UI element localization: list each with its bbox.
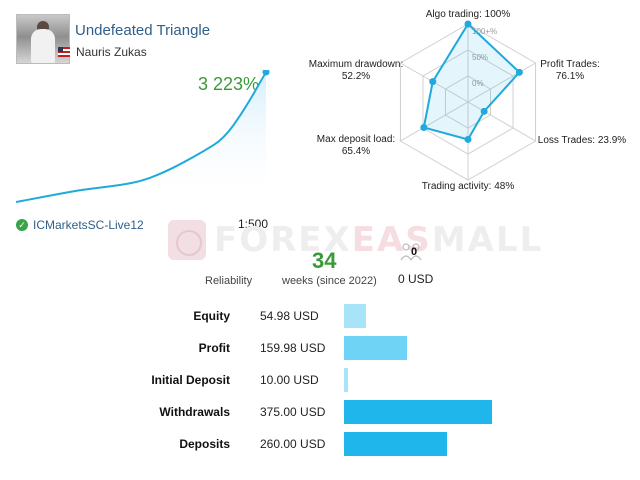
leverage-value: 1:500 [238, 217, 269, 231]
stat-label: Profit [198, 341, 230, 355]
radar-tick-label: 50% [472, 53, 488, 62]
radar-tick-label: 0% [472, 79, 484, 88]
stat-label: Deposits [179, 437, 230, 451]
stat-row-deposits: Deposits 260.00 USD [0, 432, 640, 456]
stat-bar [344, 400, 492, 424]
radar-axis-label: Trading activity: 48% [422, 181, 515, 192]
subscribers-cost: 0 USD [398, 272, 434, 286]
weeks-label: weeks (since 2022) [282, 275, 377, 287]
author-name[interactable]: Nauris Zukas [76, 45, 147, 59]
stat-row-profit: Profit 159.98 USD [0, 336, 640, 360]
radar-data-point [480, 107, 488, 115]
stat-label: Initial Deposit [151, 373, 230, 387]
stat-bar [344, 368, 348, 392]
stat-value: 159.98 USD [260, 341, 326, 355]
stat-label: Withdrawals [159, 405, 230, 419]
broker-name[interactable]: ICMarketsSC-Live12 [33, 218, 144, 232]
radar-axis-label: Loss Trades: 23.9% [538, 135, 626, 146]
signal-title[interactable]: Undefeated Triangle [75, 22, 211, 39]
growth-value: 3 223% [198, 74, 260, 94]
growth-line [16, 71, 267, 203]
stat-value: 375.00 USD [260, 405, 326, 419]
stat-value: 54.98 USD [260, 309, 319, 323]
radar-data-point [420, 124, 428, 132]
stat-label: Equity [193, 309, 230, 323]
weeks-value: 34 [312, 248, 337, 273]
radar-tick-label: 100+% [472, 27, 497, 36]
author-row: Nauris Zukas [58, 45, 147, 59]
reliability-label: Reliability [205, 275, 253, 287]
broker-row[interactable]: ✓ ICMarketsSC-Live12 [16, 218, 144, 232]
stat-row-equity: Equity 54.98 USD [0, 304, 640, 328]
subscribers-count: 0 [411, 246, 418, 258]
us-flag-icon [58, 47, 70, 57]
stat-row-withdrawals: Withdrawals 375.00 USD [0, 400, 640, 424]
verified-check-icon: ✓ [16, 219, 28, 231]
growth-chart [16, 70, 270, 203]
growth-endpoint [262, 70, 270, 76]
radar-axis [467, 101, 536, 142]
radar-data-point [464, 135, 472, 143]
stat-bar [344, 336, 408, 360]
stat-row-initial-deposit: Initial Deposit 10.00 USD [0, 368, 640, 392]
stat-value: 260.00 USD [260, 437, 326, 451]
radar-data-point [429, 78, 437, 86]
subscribers-icon [400, 243, 422, 261]
radar-data-point [464, 20, 472, 28]
radar-axis-label: Maximum drawdown: 52.2% [309, 59, 403, 82]
radar-axis [467, 62, 536, 103]
watermark-text: FOREXEASMALL [214, 220, 544, 260]
stat-bar [344, 432, 447, 456]
stat-value: 10.00 USD [260, 373, 319, 387]
avatar-body [31, 29, 55, 63]
stat-bar [344, 304, 366, 328]
watermark: FOREXEASMALL [168, 220, 543, 260]
radar-chart: 100+% 50% 0% Algo trading: 100% Profit Trade… [309, 9, 627, 192]
watermark-logo [168, 220, 206, 260]
radar-axis [400, 101, 469, 142]
radar-axis-label: Algo trading: 100% [426, 9, 511, 20]
radar-axis-label: Profit Trades: 76.1% [540, 59, 599, 82]
author-avatar[interactable] [16, 14, 70, 64]
radar-data-point [515, 68, 523, 76]
radar-axis-label: Max deposit load: 65.4% [317, 134, 395, 157]
growth-area [16, 72, 266, 202]
